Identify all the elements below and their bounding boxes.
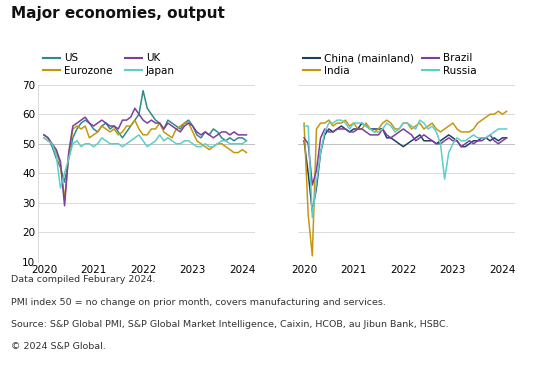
Text: © 2024 S&P Global.: © 2024 S&P Global. [11, 342, 106, 351]
Text: Source: S&P Global PMI, S&P Global Market Intelligence, Caixin, HCOB, au Jibun B: Source: S&P Global PMI, S&P Global Marke… [11, 320, 448, 329]
Text: Major economies, output: Major economies, output [11, 6, 225, 21]
Legend: China (mainland), India, Brazil, Russia: China (mainland), India, Brazil, Russia [304, 54, 477, 76]
Text: Data compiled Feburary 2024.: Data compiled Feburary 2024. [11, 275, 155, 284]
Text: PMI index 50 = no change on prior month, covers manufacturing and services.: PMI index 50 = no change on prior month,… [11, 298, 386, 306]
Legend: US, Eurozone, UK, Japan: US, Eurozone, UK, Japan [43, 54, 175, 76]
